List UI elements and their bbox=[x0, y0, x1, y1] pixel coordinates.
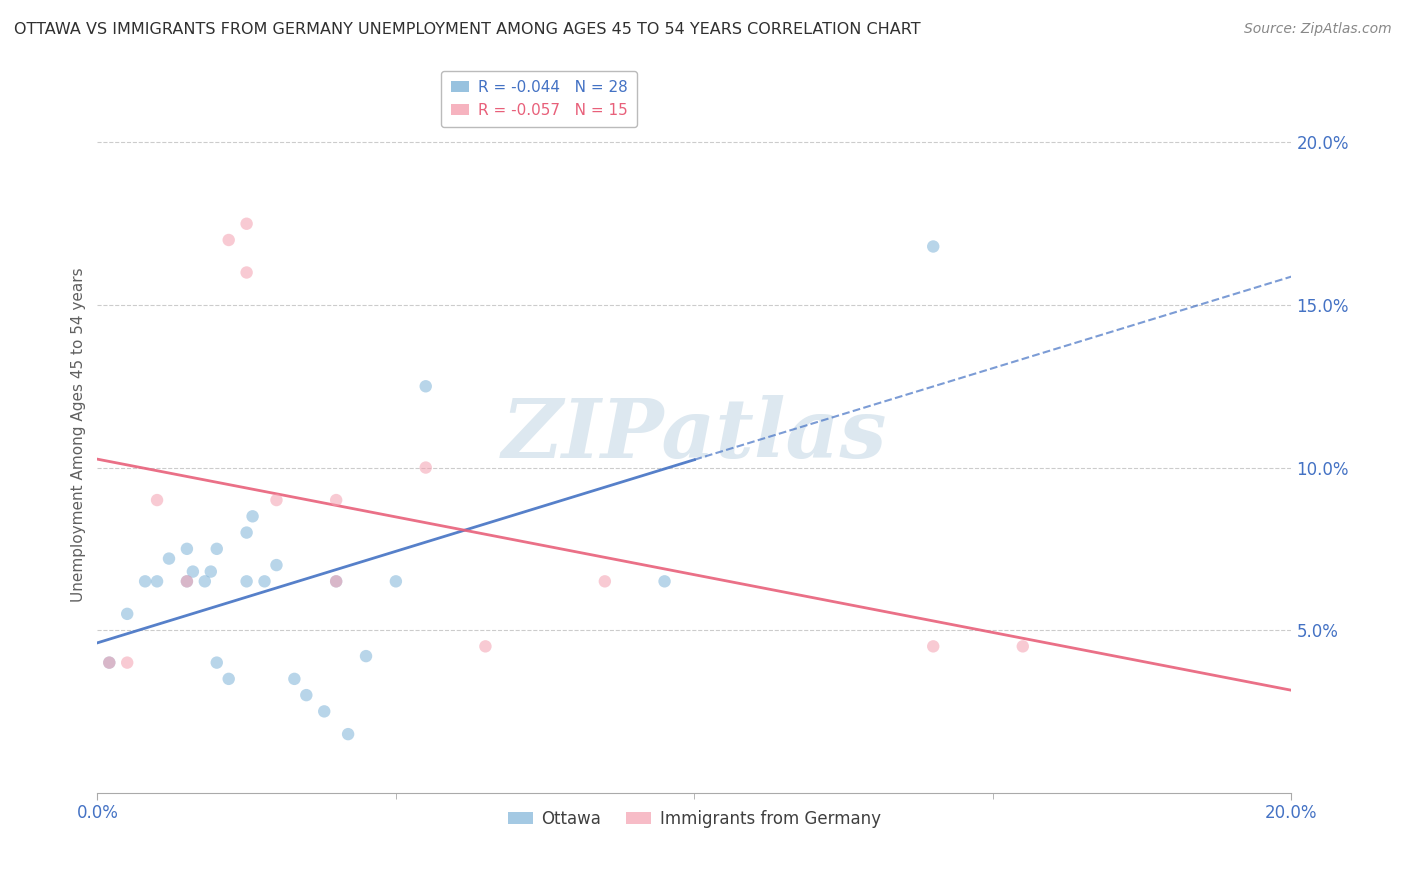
Point bbox=[176, 541, 198, 556]
Point bbox=[235, 525, 257, 540]
Point bbox=[593, 574, 616, 589]
Point bbox=[922, 239, 945, 253]
Point bbox=[253, 574, 276, 589]
Point bbox=[134, 574, 156, 589]
Point bbox=[157, 551, 180, 566]
Point bbox=[295, 688, 318, 702]
Point bbox=[314, 705, 336, 719]
Text: ZIPatlas: ZIPatlas bbox=[502, 395, 887, 475]
Point bbox=[325, 574, 347, 589]
Point bbox=[266, 558, 288, 573]
Point bbox=[115, 656, 138, 670]
Point bbox=[474, 640, 496, 654]
Legend: Ottawa, Immigrants from Germany: Ottawa, Immigrants from Germany bbox=[502, 803, 887, 834]
Point bbox=[194, 574, 217, 589]
Point bbox=[176, 574, 198, 589]
Point bbox=[146, 574, 169, 589]
Point bbox=[283, 672, 305, 686]
Point bbox=[266, 493, 288, 508]
Point bbox=[325, 574, 347, 589]
Text: OTTAWA VS IMMIGRANTS FROM GERMANY UNEMPLOYMENT AMONG AGES 45 TO 54 YEARS CORRELA: OTTAWA VS IMMIGRANTS FROM GERMANY UNEMPL… bbox=[14, 22, 921, 37]
Point bbox=[337, 727, 360, 741]
Point bbox=[325, 493, 347, 508]
Point bbox=[98, 656, 121, 670]
Point bbox=[235, 217, 257, 231]
Point bbox=[354, 649, 377, 664]
Point bbox=[200, 565, 222, 579]
Point bbox=[242, 509, 264, 524]
Point bbox=[115, 607, 138, 621]
Point bbox=[98, 656, 121, 670]
Point bbox=[922, 640, 945, 654]
Point bbox=[1011, 640, 1033, 654]
Point bbox=[218, 233, 240, 247]
Point bbox=[218, 672, 240, 686]
Point bbox=[176, 574, 198, 589]
Point bbox=[205, 541, 228, 556]
Point bbox=[415, 379, 437, 393]
Point bbox=[654, 574, 676, 589]
Point bbox=[235, 265, 257, 279]
Y-axis label: Unemployment Among Ages 45 to 54 years: Unemployment Among Ages 45 to 54 years bbox=[72, 268, 86, 602]
Point bbox=[205, 656, 228, 670]
Point bbox=[181, 565, 204, 579]
Point bbox=[385, 574, 408, 589]
Text: Source: ZipAtlas.com: Source: ZipAtlas.com bbox=[1244, 22, 1392, 37]
Point bbox=[235, 574, 257, 589]
Point bbox=[415, 460, 437, 475]
Point bbox=[146, 493, 169, 508]
